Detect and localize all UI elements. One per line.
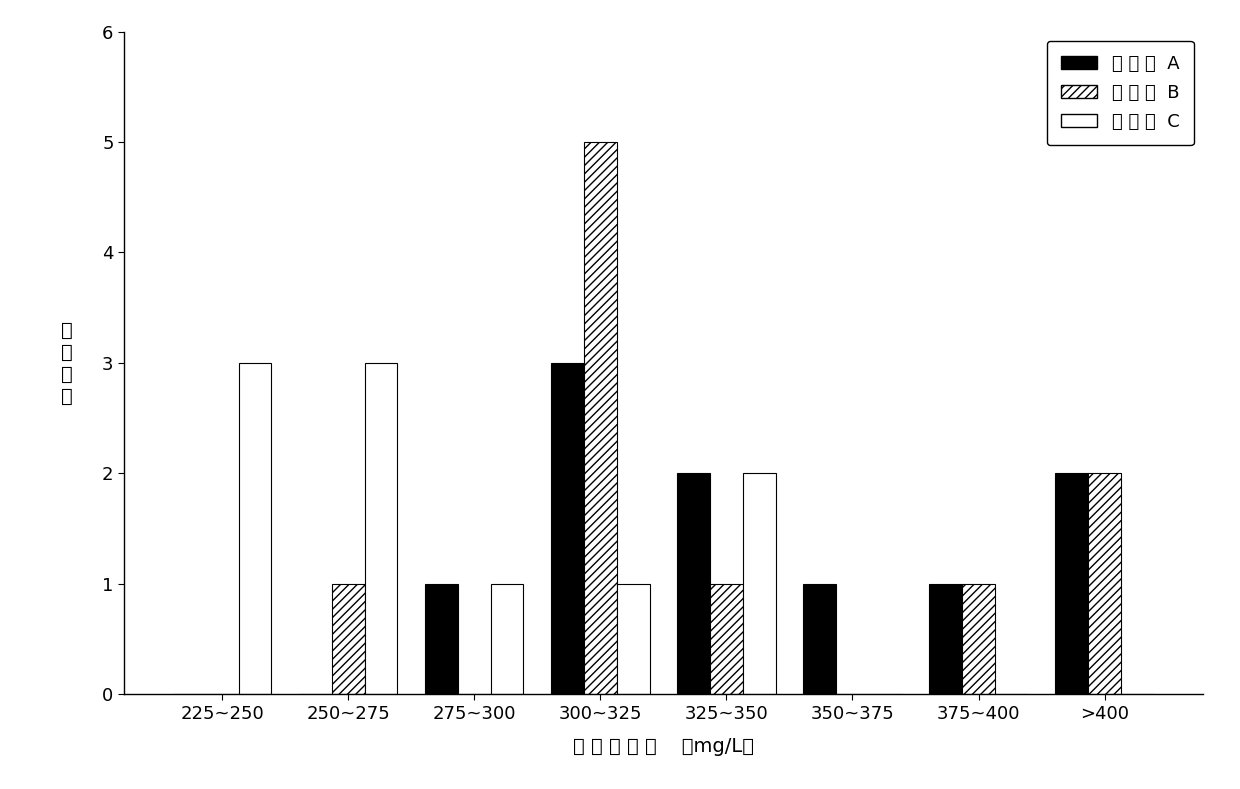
Bar	[711, 584, 743, 694]
Bar	[1055, 473, 1089, 694]
Bar	[743, 473, 775, 694]
Bar	[365, 363, 397, 694]
Bar	[962, 584, 994, 694]
Bar	[491, 584, 523, 694]
Bar	[552, 363, 584, 694]
Bar	[238, 363, 272, 694]
Bar	[616, 584, 650, 694]
Bar	[677, 473, 711, 694]
Bar	[584, 142, 616, 694]
Legend: 细 胞 池  A, 细 胞 池  B, 细 胞 池  C: 细 胞 池 A, 细 胞 池 B, 细 胞 池 C	[1047, 40, 1194, 145]
Y-axis label: 克
隆
个
数: 克 隆 个 数	[62, 320, 73, 406]
Bar	[332, 584, 365, 694]
Bar	[425, 584, 458, 694]
Bar	[930, 584, 962, 694]
Bar	[1089, 473, 1121, 694]
Bar	[804, 584, 836, 694]
X-axis label: 表 达 量 范 围    （mg/L）: 表 达 量 范 围 （mg/L）	[573, 737, 754, 756]
